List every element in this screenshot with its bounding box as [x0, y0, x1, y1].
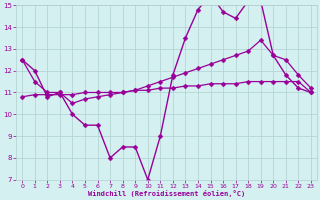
X-axis label: Windchill (Refroidissement éolien,°C): Windchill (Refroidissement éolien,°C) — [88, 190, 245, 197]
